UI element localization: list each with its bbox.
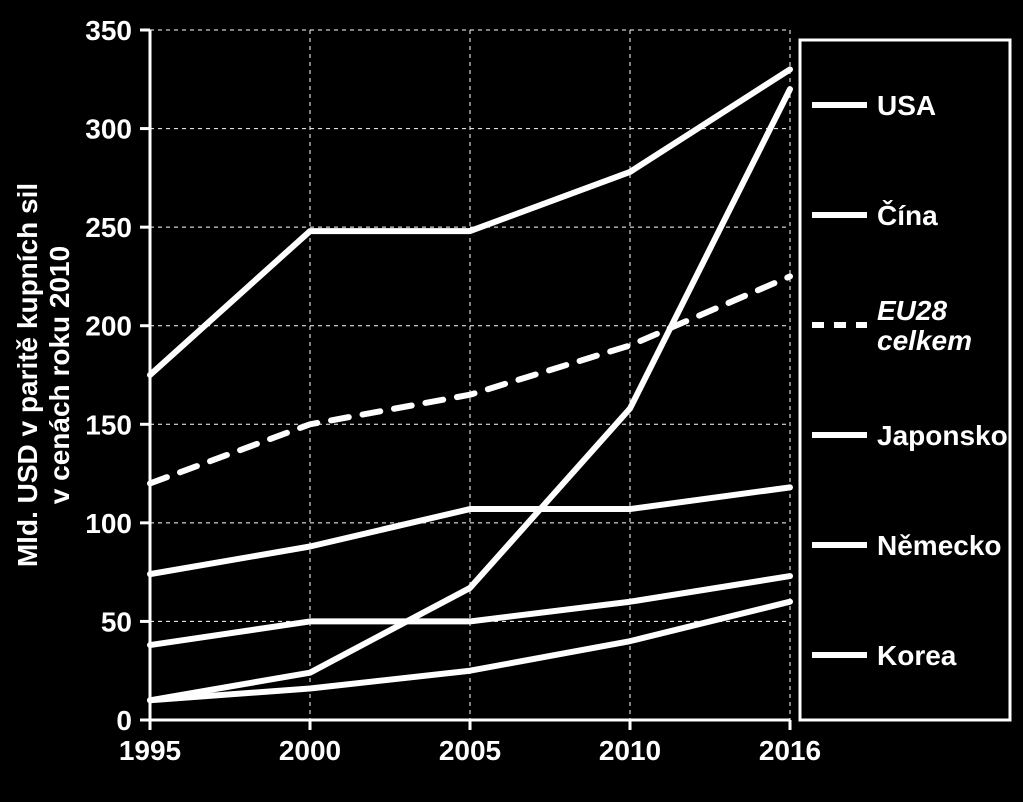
y-tick-label: 0 xyxy=(116,705,132,736)
y-tick-label: 100 xyxy=(85,508,132,539)
x-tick-label: 2016 xyxy=(759,735,821,766)
legend-label: USA xyxy=(877,90,936,121)
y-tick-label: 250 xyxy=(85,212,132,243)
y-tick-label: 200 xyxy=(85,311,132,342)
y-tick-label: 300 xyxy=(85,114,132,145)
svg-text:v cenách roku 2010: v cenách roku 2010 xyxy=(44,246,75,504)
x-tick-label: 2005 xyxy=(439,735,501,766)
y-tick-label: 150 xyxy=(85,409,132,440)
legend-label: Japonsko xyxy=(877,420,1008,451)
legend-label: Německo xyxy=(877,530,1002,561)
legend-label: Čína xyxy=(877,199,938,231)
legend-label: Korea xyxy=(877,640,957,671)
y-tick-label: 50 xyxy=(101,606,132,637)
x-tick-label: 2010 xyxy=(599,735,661,766)
svg-text:Mld. USD v paritě kupních sil: Mld. USD v paritě kupních sil xyxy=(12,183,43,567)
x-tick-label: 1995 xyxy=(119,735,181,766)
legend-label: celkem xyxy=(877,325,972,356)
legend-label: EU28 xyxy=(877,295,947,326)
chart-container: 0 50 100 150 200 250 300 350 1995 2000 2005 2010 201… xyxy=(0,0,1023,802)
x-tick-label: 2000 xyxy=(279,735,341,766)
y-tick-label: 350 xyxy=(85,15,132,46)
